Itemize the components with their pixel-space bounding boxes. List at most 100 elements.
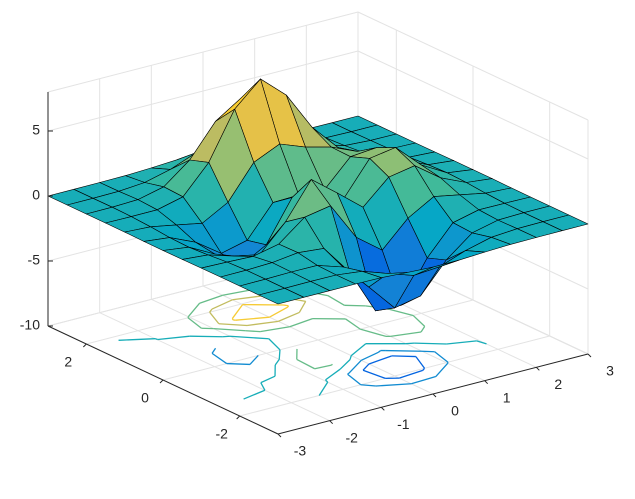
contour-segment [296, 358, 316, 370]
contour-segment [274, 359, 280, 366]
contour-segment [283, 304, 289, 307]
contour-segment [209, 308, 213, 313]
y-tick-label: -2 [215, 426, 228, 442]
contour-segment [405, 342, 415, 345]
contour-segment [368, 355, 393, 365]
surface-layer [47, 78, 589, 312]
contour-segment [362, 369, 386, 380]
contour-segment [361, 351, 379, 361]
contour-segment [327, 295, 345, 306]
contour-segment [348, 359, 362, 374]
z-tick-label: 5 [32, 122, 40, 138]
contour-segment [211, 347, 217, 354]
contour-segment [434, 351, 449, 363]
x-tick-label: -3 [294, 443, 307, 459]
z-tick-label: -5 [28, 252, 41, 268]
contour-segment [377, 350, 381, 353]
contour-segment [213, 327, 246, 332]
contour-segment [360, 328, 387, 338]
z-tick-label: -10 [20, 317, 40, 333]
grid-line [357, 50, 589, 160]
contour-segment [289, 318, 313, 328]
contour-segment [231, 304, 244, 319]
contour-segment [386, 307, 414, 317]
contour-segment [243, 389, 266, 400]
x-tick-label: -2 [345, 429, 358, 445]
y-tick-label: 2 [64, 354, 72, 370]
contour-segment [476, 340, 487, 345]
contour-segment [345, 318, 361, 330]
x-tick-label: -1 [397, 416, 410, 432]
contour-segment [260, 326, 290, 333]
contour-segment [390, 331, 422, 338]
contour-segment [446, 340, 477, 345]
y-tick [159, 379, 164, 384]
contour-segment [189, 335, 223, 338]
contour-segment [246, 320, 279, 327]
contour-segment [349, 355, 352, 360]
contour-segment [331, 363, 333, 366]
contour-segment [278, 349, 281, 360]
contour-segment [422, 367, 426, 371]
contour-segment [347, 373, 362, 386]
grid-line [162, 299, 474, 381]
contour-segment [157, 335, 190, 341]
x-tick [380, 406, 385, 411]
contour-segment [420, 326, 426, 333]
x-tick-label: 2 [554, 376, 562, 392]
contour-segment [249, 354, 259, 365]
contour-segment [229, 335, 269, 340]
surface-patch [258, 287, 305, 305]
contour-segment [298, 301, 307, 313]
contour-segment [325, 368, 341, 381]
contour-segment [269, 306, 289, 318]
contour-segment [391, 355, 416, 358]
contour-segment [362, 363, 370, 371]
x-tick [277, 433, 282, 438]
contour-segment [278, 311, 300, 322]
contour-segment [187, 302, 201, 318]
x-tick-label: 1 [503, 389, 511, 405]
contour-segment [435, 362, 449, 377]
grid-line [47, 50, 359, 132]
y-tick [82, 343, 87, 348]
contour-segment [211, 352, 228, 365]
contour-segment [232, 295, 264, 301]
contour-segment [231, 318, 234, 321]
contour-segment [339, 359, 351, 370]
contour-segment [260, 375, 276, 384]
contour-segment [118, 338, 156, 341]
contour-segment [360, 384, 376, 387]
contour-segment [260, 382, 266, 391]
contour-segment [209, 311, 220, 325]
contour-segment [385, 349, 423, 352]
contour-segment [314, 364, 332, 370]
contour-segment [245, 330, 261, 333]
y-tick [236, 415, 241, 420]
contour-segment [399, 369, 423, 379]
contour-segment [344, 304, 366, 307]
x-tick [535, 366, 540, 371]
contour-segment [350, 343, 367, 357]
contour-segment [154, 338, 158, 341]
contour-segment [414, 342, 447, 345]
contour-segment [222, 289, 252, 296]
contour-segment [412, 314, 426, 327]
x-tick [587, 353, 592, 358]
contour-segment [268, 338, 281, 351]
contour-segment [218, 323, 248, 327]
x-tick-label: 3 [606, 363, 614, 379]
contour-segment [187, 317, 202, 329]
contour-segment [318, 381, 329, 396]
x-tick [484, 380, 489, 385]
contour-segment [226, 362, 250, 366]
z-tick-label: 0 [32, 187, 40, 203]
x-tick [329, 420, 334, 425]
contour-segment [411, 375, 437, 385]
y-tick-label: 0 [141, 390, 149, 406]
contour-segment [375, 383, 412, 387]
grid-line [239, 335, 550, 417]
